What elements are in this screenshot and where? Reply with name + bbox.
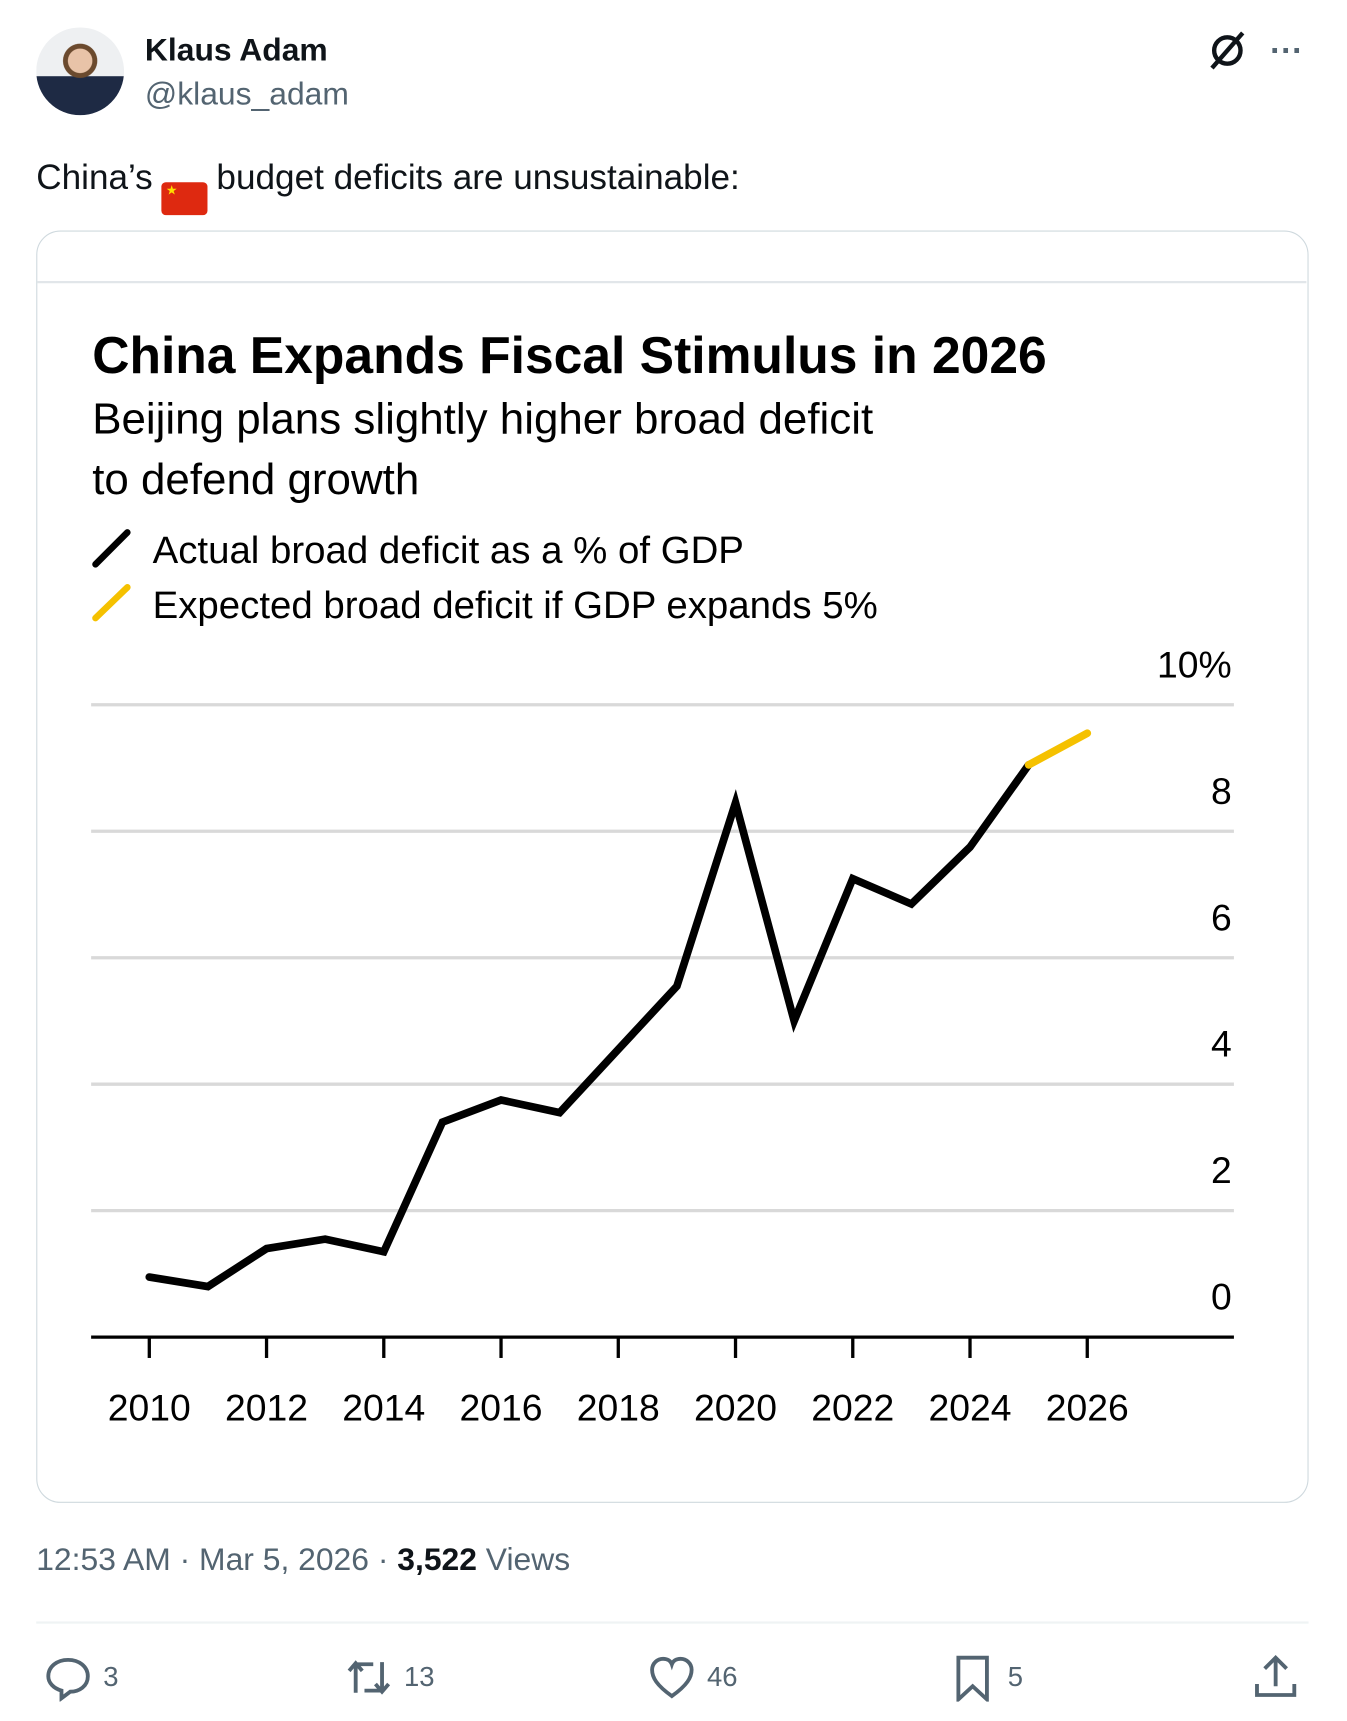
chart: China Expands Fiscal Stimulus in 2026 Be…: [91, 326, 1234, 1429]
bookmark-count: 5: [1007, 1661, 1024, 1693]
reply-count: 3: [103, 1661, 119, 1693]
bookmark-icon: [956, 1655, 989, 1702]
author-handle[interactable]: @klaus_adam: [144, 76, 349, 112]
reply-button[interactable]: 3: [44, 1652, 119, 1702]
x-tick-label: 2010: [108, 1387, 191, 1429]
chart-subtitle-line-1: Beijing plans slightly higher broad defi…: [92, 395, 873, 444]
share-icon: [1255, 1654, 1297, 1697]
legend-swatch-expected: [92, 584, 131, 622]
x-tick-label: 2022: [811, 1387, 894, 1429]
legend-label-expected: Expected broad deficit if GDP expands 5%: [153, 584, 878, 627]
china-flag-icon: ★: [161, 182, 208, 216]
chart-title: China Expands Fiscal Stimulus in 2026: [92, 326, 1047, 384]
y-tick-label: 0: [1211, 1276, 1232, 1318]
like-count: 46: [706, 1661, 738, 1693]
post-text-end: budget deficits are unsustainable:: [216, 156, 740, 197]
chart-subtitle-line-2: to defend growth: [92, 455, 419, 504]
repost-count: 13: [403, 1661, 435, 1693]
post-text-start: China’s: [36, 156, 153, 197]
x-tick-label: 2012: [225, 1387, 308, 1429]
x-tick-label: 2018: [577, 1387, 660, 1429]
x-tick-label: 2016: [460, 1387, 543, 1429]
post-meta: 12:53 AM · Mar 5, 2026 · 3,522 Views: [36, 1542, 570, 1578]
share-button[interactable]: [1251, 1652, 1299, 1702]
grok-icon[interactable]: [1205, 29, 1249, 73]
views-count: 3,522: [397, 1542, 477, 1578]
chart-image-card[interactable]: [36, 230, 1309, 1503]
x-tick-label: 2026: [1046, 1387, 1129, 1429]
card-divider: [37, 281, 1307, 284]
author-name[interactable]: Klaus Adam: [144, 32, 328, 69]
legend-swatch-actual: [92, 529, 131, 568]
series-actual-line: [145, 761, 1033, 1291]
y-tick-label: 6: [1211, 896, 1232, 938]
avatar[interactable]: [36, 27, 125, 116]
sep: ·: [179, 1542, 191, 1578]
post-date[interactable]: Mar 5, 2026: [199, 1542, 369, 1578]
x-tick-label: 2014: [342, 1387, 425, 1429]
reply-icon: [46, 1657, 90, 1702]
y-tick-label: 10%: [1157, 643, 1232, 685]
post-text: China’s ★ budget deficits are unsustainabl…: [36, 156, 740, 216]
views-label: Views: [485, 1542, 571, 1578]
x-tick-label: 2024: [929, 1387, 1012, 1429]
y-tick-label: 2: [1211, 1149, 1232, 1191]
sep: ·: [377, 1542, 389, 1578]
x-tick-label: 2020: [694, 1387, 777, 1429]
divider: [36, 1621, 1309, 1624]
like-icon: [650, 1656, 694, 1699]
post-time[interactable]: 12:53 AM: [36, 1542, 171, 1578]
like-button[interactable]: 46: [648, 1652, 738, 1702]
repost-icon: [347, 1660, 391, 1695]
repost-button[interactable]: 13: [345, 1652, 435, 1702]
series-expected-line: [1024, 729, 1092, 769]
y-tick-label: 4: [1211, 1023, 1232, 1065]
bookmark-button[interactable]: 5: [948, 1652, 1023, 1702]
y-tick-label: 8: [1211, 770, 1232, 812]
legend-label-actual: Actual broad deficit as a % of GDP: [153, 529, 744, 572]
more-icon[interactable]: ···: [1270, 32, 1304, 70]
